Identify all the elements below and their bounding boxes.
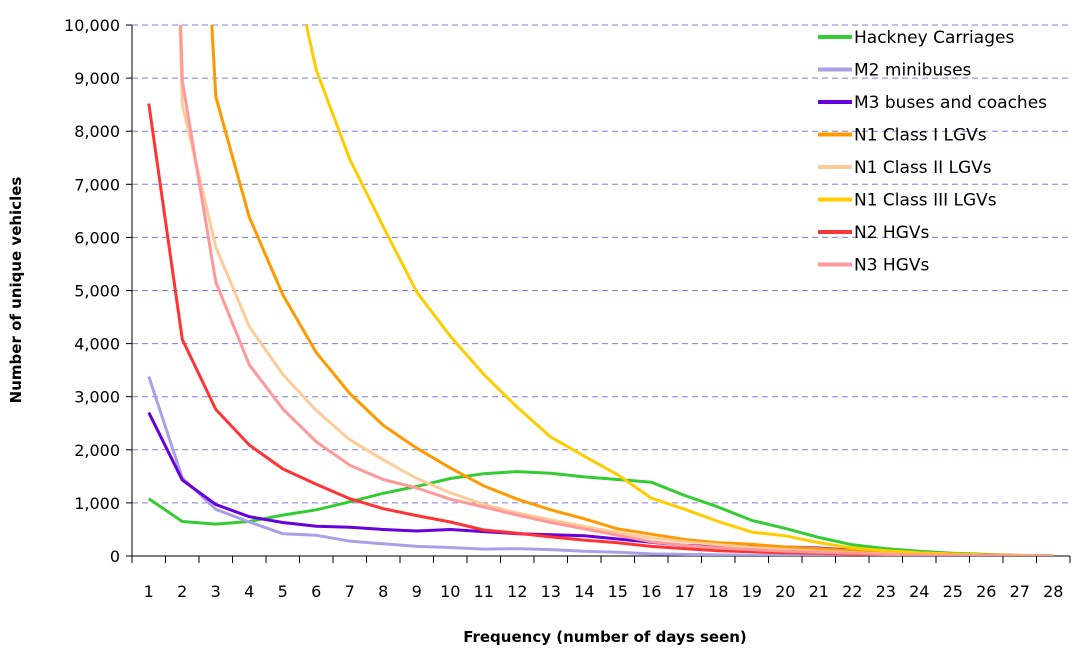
y-tick-label: 4,000 xyxy=(74,335,120,354)
series-line-n1-class-ii-lgvs xyxy=(178,25,1054,556)
legend-item: N3 HGVs xyxy=(818,256,930,276)
x-tick-label: 11 xyxy=(474,582,494,601)
x-tick-label: 17 xyxy=(675,582,695,601)
x-tick-label: 22 xyxy=(842,582,862,601)
x-tick-label: 3 xyxy=(211,582,221,601)
legend-item: N1 Class III LGVs xyxy=(818,191,997,211)
x-tick-label: 13 xyxy=(541,582,561,601)
x-tick-label: 12 xyxy=(507,582,527,601)
y-tick-label: 3,000 xyxy=(74,388,120,407)
grid-lines xyxy=(132,24,1070,504)
x-tick-label: 19 xyxy=(742,582,762,601)
y-tick-label: 7,000 xyxy=(74,175,120,194)
x-tick-label: 14 xyxy=(574,582,594,601)
legend-label: N1 Class I LGVs xyxy=(854,126,987,146)
legend-label: N1 Class II LGVs xyxy=(854,158,992,178)
x-tick-label: 27 xyxy=(1010,582,1030,601)
y-tick-label: 8,000 xyxy=(74,122,120,141)
y-tick-label: 6,000 xyxy=(74,228,120,247)
y-tick-label: 1,000 xyxy=(74,494,120,513)
x-tick-label: 10 xyxy=(440,582,460,601)
x-tick-label: 7 xyxy=(345,582,355,601)
legend-item: M2 minibuses xyxy=(818,61,972,81)
x-tick-label: 2 xyxy=(177,582,187,601)
x-tick-label: 28 xyxy=(1043,582,1063,601)
legend-item: N1 Class I LGVs xyxy=(818,126,987,146)
x-axis-title: Frequency (number of days seen) xyxy=(463,628,747,646)
legend-item: N1 Class II LGVs xyxy=(818,158,992,178)
x-tick-label: 9 xyxy=(412,582,422,601)
y-tick-label: 2,000 xyxy=(74,441,120,460)
series-line-n1-class-i-lgvs xyxy=(210,25,1054,556)
x-tick-label: 25 xyxy=(943,582,963,601)
legend-item: Hackney Carriages xyxy=(818,28,1014,48)
series-line-hackney-carriages xyxy=(147,470,1054,556)
axes: 0 1,000 2,000 3,000 4,000 5,000 6,000 7,000 8,00… xyxy=(64,16,1071,601)
y-tick-label: 9,000 xyxy=(74,69,120,88)
series-line-n1-class-iii-lgvs xyxy=(304,25,1054,556)
y-axis-title: Number of unique vehicles xyxy=(7,177,25,404)
x-tick-label: 8 xyxy=(378,582,388,601)
x-tick-label: 16 xyxy=(641,582,661,601)
legend-label: N1 Class III LGVs xyxy=(854,191,997,211)
x-tick-label: 24 xyxy=(909,582,929,601)
x-tick-label: 4 xyxy=(244,582,254,601)
x-tick-label: 6 xyxy=(311,582,321,601)
y-tick-label: 10,000 xyxy=(64,16,120,35)
x-tick-label: 15 xyxy=(608,582,628,601)
legend-label: N2 HGVs xyxy=(854,223,930,243)
x-tick-label: 1 xyxy=(144,582,154,601)
x-tick-label: 21 xyxy=(809,582,829,601)
legend-item: M3 buses and coaches xyxy=(818,93,1047,113)
series-line-n3-hgvs xyxy=(179,25,1054,556)
legend-label: Hackney Carriages xyxy=(854,28,1014,48)
x-tick-label: 5 xyxy=(278,582,288,601)
legend-item: N2 HGVs xyxy=(818,223,930,243)
x-tick-label: 20 xyxy=(775,582,795,601)
y-tick-label: 5,000 xyxy=(74,282,120,301)
x-tick-label: 26 xyxy=(976,582,996,601)
legend-label: M2 minibuses xyxy=(854,61,972,81)
series-lines xyxy=(147,25,1054,556)
legend: Hackney Carriages M2 minibuses M3 buses an… xyxy=(818,28,1047,276)
y-tick-label: 0 xyxy=(110,547,120,566)
x-tick-label: 23 xyxy=(876,582,896,601)
legend-label: N3 HGVs xyxy=(854,256,930,276)
x-tick-label: 18 xyxy=(708,582,728,601)
legend-label: M3 buses and coaches xyxy=(854,93,1047,113)
